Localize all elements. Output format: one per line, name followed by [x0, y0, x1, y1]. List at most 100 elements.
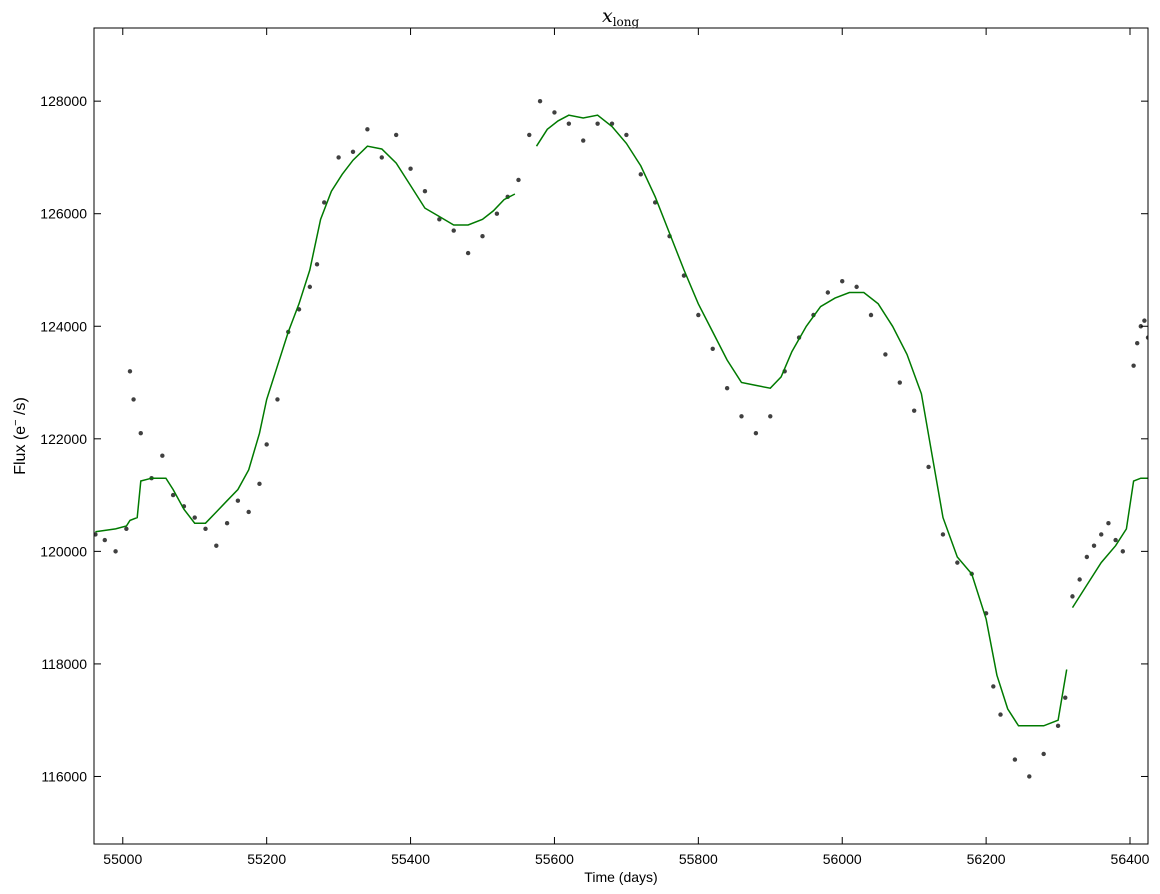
data-point: [1135, 340, 1140, 346]
data-point: [566, 121, 572, 126]
observed-segment: [94, 98, 1068, 779]
data-point: [696, 312, 701, 318]
data-point: [307, 284, 313, 290]
x-tick-label: 55200: [247, 851, 286, 867]
data-point: [203, 526, 208, 532]
data-point: [102, 537, 107, 543]
chart-title: xlong: [602, 5, 640, 29]
data-point: [1084, 554, 1090, 560]
data-point: [235, 498, 241, 503]
trend-line: [95, 145, 516, 533]
y-tick-label: 126000: [40, 206, 87, 222]
data-point: [1099, 532, 1104, 537]
data-point: [314, 262, 320, 267]
x-tick-label: 55800: [679, 851, 718, 867]
data-point: [437, 217, 442, 222]
data-point: [753, 430, 759, 436]
data-point: [681, 273, 687, 278]
data-point: [1131, 363, 1136, 368]
data-point: [1070, 594, 1075, 599]
data-point: [991, 684, 996, 689]
data-point: [739, 414, 744, 419]
data-point: [998, 712, 1003, 717]
data-point: [1055, 723, 1061, 729]
data-point: [1145, 335, 1148, 340]
data-point: [825, 290, 831, 295]
data-point: [408, 166, 413, 171]
data-point: [214, 543, 219, 548]
data-point: [724, 385, 730, 391]
data-point: [854, 284, 859, 290]
data-point: [350, 149, 356, 155]
observed-segment: [1070, 521, 1126, 599]
data-point: [365, 127, 370, 132]
y-tick-label: 120000: [40, 543, 87, 559]
y-tick-label: 116000: [41, 768, 87, 784]
x-axis: 55000 55200 55400 55600 55800 56000 56200 56400: [103, 28, 1150, 867]
data-point: [131, 397, 136, 402]
data-point: [192, 515, 197, 520]
x-tick-label: 56400: [1111, 851, 1150, 867]
data-point: [768, 414, 773, 419]
x-tick-label: 55000: [103, 851, 142, 867]
data-point: [257, 481, 262, 487]
data-point: [1120, 549, 1126, 554]
y-tick-label: 128000: [40, 93, 87, 109]
data-point: [224, 521, 230, 526]
x-axis-label: Time (days): [584, 869, 657, 885]
y-tick-label: 118000: [41, 656, 87, 672]
data-point: [275, 397, 280, 402]
data-point: [911, 408, 917, 413]
data-point: [1077, 577, 1082, 582]
y-tick-label: 124000: [40, 318, 87, 334]
data-point: [868, 312, 874, 318]
y-axis-label-suffix: /s): [12, 397, 29, 419]
observed-segment: [1131, 318, 1148, 368]
data-point: [581, 138, 586, 143]
data-point: [94, 532, 98, 537]
data-layer: [94, 98, 1148, 779]
chart-title-main: x: [602, 5, 613, 27]
data-point: [1106, 521, 1111, 526]
data-point: [393, 132, 399, 138]
chart-title-subscript: long: [613, 15, 640, 29]
x-tick-label: 56200: [967, 851, 1006, 867]
data-point: [170, 492, 176, 498]
data-point: [527, 132, 532, 138]
data-point: [264, 442, 269, 447]
data-point: [516, 177, 521, 183]
data-point: [246, 509, 251, 515]
plot-frame: [93, 27, 1149, 845]
data-point: [1012, 757, 1018, 762]
data-point: [926, 464, 931, 470]
data-point: [595, 121, 600, 126]
data-point: [624, 132, 629, 138]
data-point: [451, 228, 456, 233]
data-point: [336, 155, 341, 160]
y-axis-label-prefix: Flux (e: [12, 426, 29, 475]
data-point: [638, 172, 643, 177]
data-point: [955, 560, 960, 565]
data-point: [897, 380, 902, 385]
data-point: [494, 211, 500, 216]
trend-line: [1071, 477, 1148, 609]
x-tick-label: 55600: [535, 851, 574, 867]
data-point: [552, 110, 557, 115]
y-tick-label: 122000: [40, 431, 87, 447]
data-point: [113, 549, 118, 554]
data-point: [1142, 318, 1147, 323]
data-point: [1027, 774, 1032, 779]
data-point: [160, 453, 165, 458]
data-point: [124, 526, 129, 532]
data-point: [1063, 695, 1068, 700]
data-point: [465, 250, 471, 256]
data-point: [1091, 543, 1097, 548]
data-point: [940, 532, 946, 537]
y-axis-label-superscript: −: [10, 419, 22, 425]
y-axis-label: Flux (e− /s): [10, 397, 29, 475]
x-tick-label: 56000: [823, 851, 862, 867]
data-point: [138, 430, 143, 436]
data-point: [537, 98, 543, 104]
data-point: [422, 189, 428, 194]
